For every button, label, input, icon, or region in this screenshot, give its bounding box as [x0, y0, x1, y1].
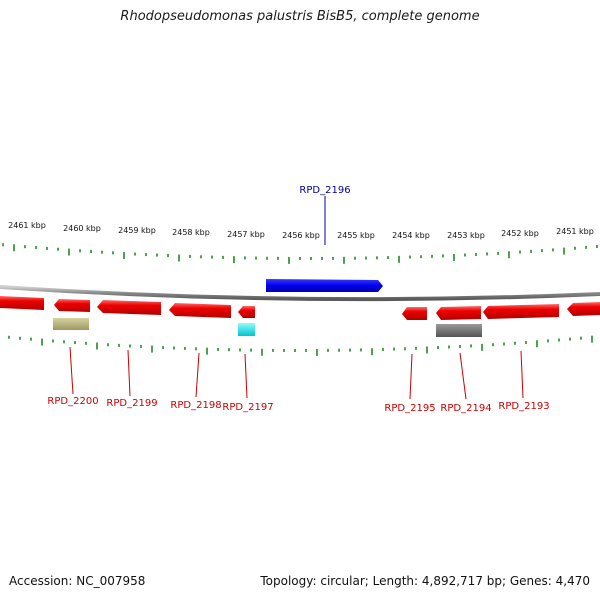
kbp-label: 2458 kbp	[172, 228, 210, 237]
gene-label-RPD_2198[interactable]: RPD_2198	[170, 400, 221, 411]
genome-backbone	[0, 285, 600, 302]
kbp-label: 2461 kbp	[8, 221, 46, 230]
kbp-label: 2451 kbp	[556, 227, 594, 236]
gene-RPD_2199[interactable]	[97, 300, 161, 315]
gene-RPD_2200[interactable]	[54, 299, 90, 312]
kbp-label: 2460 kbp	[63, 224, 101, 233]
gene-label-RPD_2196[interactable]: RPD_2196	[299, 185, 350, 196]
gene-leader-line	[195, 352, 200, 398]
lower-tick-ruler	[8, 335, 593, 356]
gene-right-edge[interactable]	[567, 302, 600, 316]
gene-label-RPD_2194[interactable]: RPD_2194	[440, 403, 491, 414]
kbp-label: 2453 kbp	[447, 231, 485, 240]
gene-label-RPD_2197[interactable]: RPD_2197	[222, 402, 273, 413]
kbp-label: 2454 kbp	[392, 231, 430, 240]
gene-leader-line	[244, 353, 248, 399]
gene-leader-line	[69, 346, 74, 395]
gene-RPD_2193[interactable]	[483, 304, 559, 319]
gene-RPD_2200-arrow-a[interactable]	[0, 296, 44, 310]
kbp-label: 2456 kbp	[282, 231, 320, 240]
gene-label-RPD_2193[interactable]: RPD_2193	[498, 401, 549, 412]
gene-RPD_2198[interactable]	[169, 303, 231, 318]
gene-RPD_2196[interactable]	[266, 279, 383, 292]
gene-RPD_2194[interactable]	[436, 306, 481, 320]
gene-label-RPD_2200[interactable]: RPD_2200	[47, 396, 98, 407]
gene-leader-line	[409, 353, 413, 400]
kbp-label: 2459 kbp	[118, 226, 156, 235]
gene-label-RPD_2199[interactable]: RPD_2199	[106, 398, 157, 409]
gene-leader-line	[127, 349, 131, 397]
gene-RPD_2195[interactable]	[402, 307, 427, 320]
genome-title: Rhodopseudomonas palustris BisB5, comple…	[120, 9, 480, 24]
kbp-label: 2457 kbp	[227, 230, 265, 239]
cyan-feature[interactable]	[238, 323, 255, 336]
gene-leader-line	[459, 352, 467, 400]
kbp-scale-labels: 2461 kbp 2460 kbp 2459 kbp 2458 kbp 2457 kbp…	[8, 221, 594, 240]
accession-text: Accession: NC_007958	[9, 574, 146, 588]
gray-feature[interactable]	[436, 324, 482, 337]
gene-leader-line	[520, 350, 524, 399]
gene-RPD_2197[interactable]	[238, 306, 255, 318]
upper-tick-ruler	[2, 243, 598, 264]
kbp-label: 2452 kbp	[501, 229, 539, 238]
gene-label-RPD_2195[interactable]: RPD_2195	[384, 403, 435, 414]
olive-feature[interactable]	[53, 318, 89, 330]
topology-text: Topology: circular; Length: 4,892,717 bp…	[260, 574, 590, 588]
kbp-label: 2455 kbp	[337, 231, 375, 240]
gene-leader-lines	[69, 346, 524, 400]
